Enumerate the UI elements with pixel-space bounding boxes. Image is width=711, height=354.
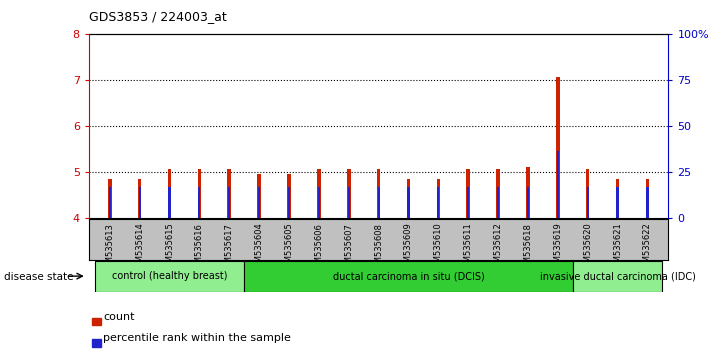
Bar bbox=[467, 187, 469, 218]
Text: invasive ductal carcinoma (IDC): invasive ductal carcinoma (IDC) bbox=[540, 272, 695, 281]
Bar bbox=[557, 151, 559, 218]
Bar bbox=[169, 187, 171, 218]
Bar bbox=[646, 179, 649, 218]
Bar bbox=[108, 179, 112, 218]
Bar bbox=[497, 187, 499, 218]
Bar bbox=[317, 170, 321, 218]
FancyBboxPatch shape bbox=[573, 261, 663, 292]
Text: GSM535618: GSM535618 bbox=[523, 223, 533, 274]
Text: GSM535611: GSM535611 bbox=[464, 223, 473, 274]
Bar bbox=[437, 187, 439, 218]
Bar bbox=[198, 187, 201, 218]
Bar bbox=[318, 187, 320, 218]
Bar bbox=[109, 187, 111, 218]
Text: disease state: disease state bbox=[4, 272, 73, 282]
Text: GSM535606: GSM535606 bbox=[314, 223, 324, 274]
Bar bbox=[616, 187, 619, 218]
Bar bbox=[139, 187, 141, 218]
Text: GSM535604: GSM535604 bbox=[255, 223, 264, 274]
Bar bbox=[586, 170, 589, 218]
Text: GSM535610: GSM535610 bbox=[434, 223, 443, 274]
Bar bbox=[258, 187, 260, 218]
Bar bbox=[257, 174, 261, 218]
Bar bbox=[347, 170, 351, 218]
Bar bbox=[378, 187, 380, 218]
Text: GSM535612: GSM535612 bbox=[493, 223, 503, 274]
Bar bbox=[287, 174, 291, 218]
Bar bbox=[138, 179, 141, 218]
Bar bbox=[348, 187, 350, 218]
Text: GSM535621: GSM535621 bbox=[613, 223, 622, 274]
Text: ductal carcinoma in situ (DCIS): ductal carcinoma in situ (DCIS) bbox=[333, 272, 484, 281]
Bar bbox=[198, 170, 201, 218]
Text: GDS3853 / 224003_at: GDS3853 / 224003_at bbox=[89, 10, 227, 23]
Bar bbox=[646, 187, 648, 218]
Bar bbox=[616, 179, 619, 218]
Bar bbox=[228, 170, 231, 218]
Bar bbox=[527, 187, 529, 218]
Bar bbox=[466, 170, 470, 218]
Bar bbox=[526, 167, 530, 218]
Bar bbox=[92, 318, 101, 325]
FancyBboxPatch shape bbox=[244, 261, 573, 292]
Bar bbox=[92, 339, 101, 347]
FancyBboxPatch shape bbox=[95, 261, 244, 292]
Text: GSM535609: GSM535609 bbox=[404, 223, 413, 274]
Bar bbox=[168, 170, 171, 218]
Text: GSM535608: GSM535608 bbox=[374, 223, 383, 274]
Text: GSM535620: GSM535620 bbox=[583, 223, 592, 274]
Bar bbox=[228, 187, 230, 218]
Bar bbox=[288, 187, 290, 218]
Text: count: count bbox=[103, 312, 134, 322]
Bar bbox=[556, 78, 560, 218]
Bar bbox=[377, 170, 380, 218]
Text: GSM535607: GSM535607 bbox=[344, 223, 353, 274]
Bar bbox=[496, 170, 500, 218]
Bar bbox=[437, 179, 440, 218]
Text: GSM535616: GSM535616 bbox=[195, 223, 204, 274]
Bar bbox=[587, 187, 589, 218]
Text: control (healthy breast): control (healthy breast) bbox=[112, 272, 228, 281]
Text: GSM535615: GSM535615 bbox=[165, 223, 174, 274]
Text: GSM535614: GSM535614 bbox=[135, 223, 144, 274]
Text: GSM535617: GSM535617 bbox=[225, 223, 234, 274]
Text: GSM535622: GSM535622 bbox=[643, 223, 652, 274]
Text: percentile rank within the sample: percentile rank within the sample bbox=[103, 333, 291, 343]
Text: GSM535605: GSM535605 bbox=[284, 223, 294, 274]
Bar bbox=[407, 187, 410, 218]
Text: GSM535619: GSM535619 bbox=[553, 223, 562, 274]
Text: GSM535613: GSM535613 bbox=[105, 223, 114, 274]
Bar bbox=[407, 179, 410, 218]
